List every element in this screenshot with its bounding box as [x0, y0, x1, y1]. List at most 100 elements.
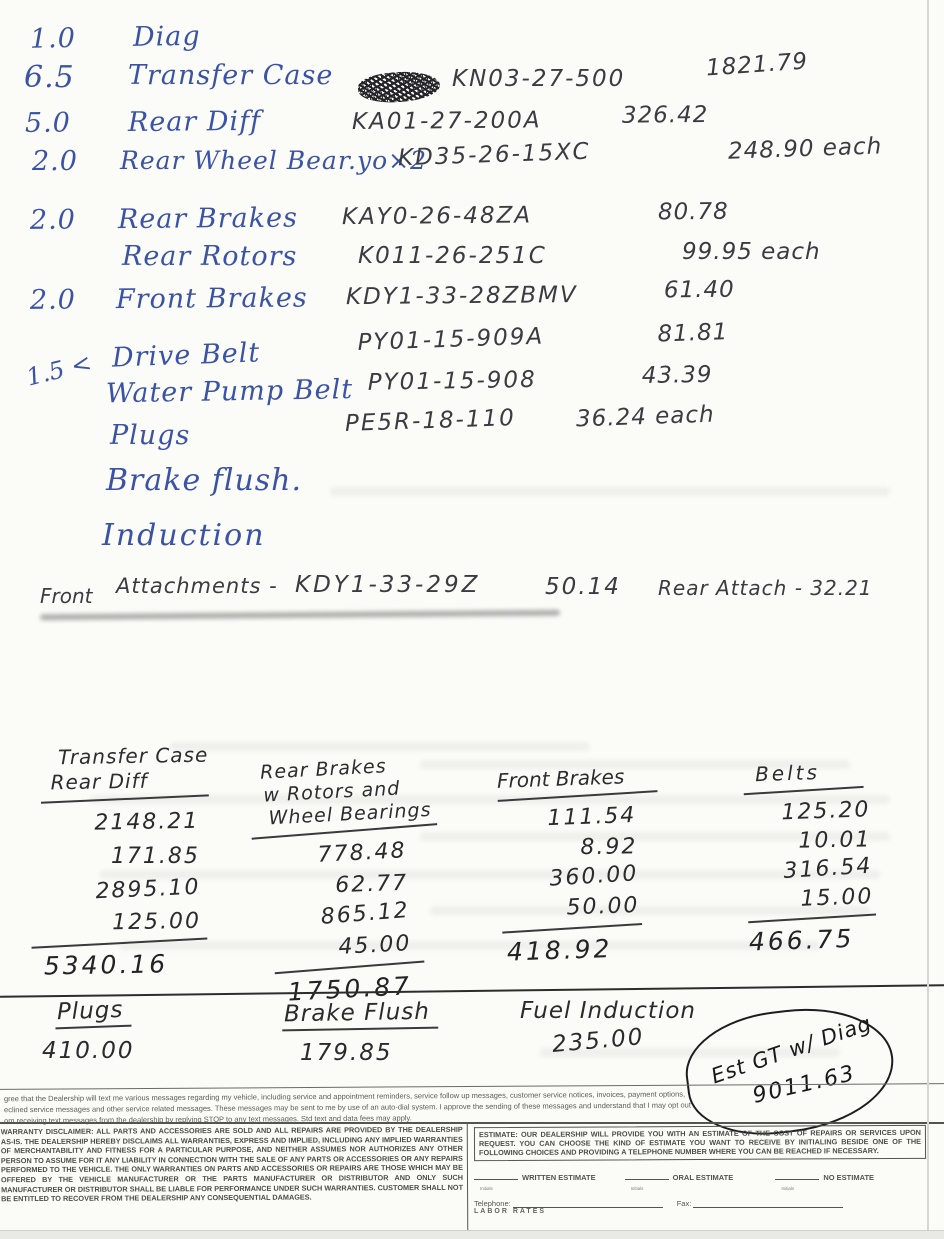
hours-value: 1.0: [29, 22, 77, 55]
brake-flush-total: 179.85: [300, 1040, 393, 1066]
bleed-through-artifact: [100, 870, 880, 879]
service-label: Plugs: [110, 420, 191, 451]
service-label: Front Brakes: [115, 282, 308, 316]
part-number: K011-26-251C: [358, 243, 547, 269]
contact-row: Telephone: Fax:: [474, 1199, 926, 1208]
summary-column-transfer-case: Transfer Case Rear Diff 2148.21 171.85 289…: [31, 742, 216, 981]
column-values: 111.54 8.92 360.00 50.00: [498, 801, 640, 926]
part-number: KA01-27-200A: [351, 107, 542, 136]
service-label: Rear Diff: [127, 105, 262, 139]
estimate-notice-text: ESTIMATE: OUR DEALERSHIP WILL PROVIDE YO…: [473, 1124, 927, 1161]
column-header-line: Transfer Case: [57, 742, 209, 770]
hours-value: 5.0: [24, 107, 72, 139]
attachments-prefix: Front: [40, 584, 93, 608]
worksheet-line: Plugs PE5R-18-110 36.24 each: [0, 402, 944, 454]
bleed-through-artifact: [420, 760, 850, 769]
scribbled-out-part: [357, 69, 441, 105]
service-label: Brake flush.: [106, 463, 303, 498]
part-number: PY01-15-909A: [357, 323, 545, 356]
oral-estimate-label: ORAL ESTIMATE: [672, 1172, 734, 1182]
attachments-price: 50.14: [545, 574, 621, 600]
price-value: 326.42: [621, 101, 709, 129]
amount-value: 2895.10: [94, 874, 201, 905]
service-label: Transfer Case: [128, 60, 334, 91]
initials-blank-line[interactable]: [775, 1172, 820, 1180]
worksheet-line: Brake flush.: [0, 463, 944, 509]
estimate-panel: ESTIMATE: OUR DEALERSHIP WILL PROVIDE YO…: [468, 1124, 930, 1232]
plugs-label: Plugs: [54, 996, 132, 1030]
scan-edge-artifact: [927, 0, 929, 1239]
price-value: 81.81: [657, 319, 729, 348]
oral-estimate-option[interactable]: ORAL ESTIMATE Initials: [624, 1167, 776, 1191]
worksheet-line: 2.0 Rear Wheel Bear.yo×2 KD35-26-15XC 24…: [0, 133, 944, 192]
initials-blank-line[interactable]: [624, 1172, 669, 1180]
price-value: 43.39: [641, 361, 713, 390]
column-total: 5340.16: [43, 949, 169, 981]
fax-blank-line[interactable]: [693, 1199, 844, 1208]
price-value: 99.95 each: [682, 239, 821, 265]
amount-value: 125.00: [111, 908, 202, 936]
amount-value: 2148.21: [94, 808, 200, 836]
column-values: 2148.21 171.85 2895.10 125.00: [41, 805, 201, 940]
bleed-through-artifact: [120, 941, 820, 950]
bleed-through-artifact: [170, 742, 590, 751]
bleed-through-artifact: [540, 1048, 840, 1057]
part-number: PE5R-18-110: [344, 405, 517, 437]
worksheet-line: 6.5 Transfer Case KN03-27-500 1821.79: [0, 48, 944, 106]
column-values: 778.48 62.77 865.12 45.00: [238, 835, 412, 968]
part-number: KD35-26-15XC: [397, 138, 592, 172]
written-estimate-label: WRITTEN ESTIMATE: [522, 1172, 596, 1182]
telephone-blank-line[interactable]: [512, 1199, 663, 1208]
initials-caption: Initials: [781, 1185, 795, 1191]
summary-column-rear-brakes: Rear Brakes w Rotors and Wheel Bearings …: [234, 753, 438, 1009]
column-total: 466.75: [748, 923, 855, 957]
price-value: 36.24 each: [575, 401, 716, 433]
hours-value: 2.0: [29, 284, 77, 316]
bleed-through-artifact: [330, 487, 890, 496]
initials-blank-line[interactable]: [474, 1172, 518, 1180]
warranty-disclaimer-text: WARRANTY DISCLAIMER: ALL PARTS AND ACCES…: [0, 1122, 469, 1234]
price-value: 80.78: [657, 198, 729, 226]
part-number: KN03-27-500: [452, 66, 626, 92]
handwritten-underline: [743, 785, 864, 796]
brake-flush-label: Brake Flush: [281, 998, 439, 1032]
summary-column-front-brakes: Front Brakes 111.54 8.92 360.00 50.00 418.9…: [496, 763, 664, 967]
scan-edge-artifact: [0, 1230, 944, 1239]
section-divider-line: [0, 984, 944, 998]
rear-attachments-note: Rear Attach - 32.21: [658, 576, 873, 600]
amount-value: 171.85: [110, 844, 200, 870]
written-estimate-option[interactable]: WRITTEN ESTIMATE Initials: [474, 1167, 625, 1191]
attachments-part-number: KDY1-33-29Z: [295, 572, 481, 598]
initials-caption: Initials: [480, 1185, 493, 1191]
plugs-total: 410.00: [42, 1038, 135, 1064]
amount-value: 111.54: [546, 803, 637, 832]
labor-rates-clipped-text: LABOR RATES: [474, 1207, 547, 1215]
part-number: PY01-15-908: [367, 366, 537, 396]
service-label: Water Pump Belt: [105, 374, 354, 410]
column-header-line: Front Brakes: [496, 764, 625, 793]
hours-value: 6.5: [24, 60, 75, 95]
service-label: Rear Brakes: [117, 202, 299, 236]
bleed-through-artifact: [420, 832, 890, 841]
part-number: KDY1-33-28ZBMV: [345, 282, 578, 311]
bleed-through-artifact: [90, 795, 890, 804]
price-value: 248.90 each: [727, 133, 883, 165]
column-values: 125.20 10.01 316.54 15.00: [744, 795, 874, 915]
bleed-through-artifact: [430, 906, 870, 915]
column-header-line: Rear Diff: [50, 768, 148, 795]
part-number: KAY0-26-48ZA: [341, 202, 533, 231]
text-consent-paragraph: gree that the Dealership will text me va…: [4, 1087, 940, 1127]
service-label: Rear Wheel Bear.yo×2: [120, 146, 427, 175]
hours-value: 2.0: [29, 204, 77, 236]
worksheet-line: Rear Rotors K011-26-251C 99.95 each: [0, 239, 944, 287]
worksheet-line: Induction: [0, 518, 944, 564]
initials-caption: Initials: [630, 1185, 644, 1191]
fax-label: Fax:: [676, 1198, 692, 1208]
no-estimate-label: NO ESTIMATE: [823, 1172, 875, 1182]
amount-value: 15.00: [800, 884, 874, 912]
service-label: Induction: [102, 518, 266, 553]
summary-column-belts: Belts 125.20 10.01 316.54 15.00 466.75: [743, 757, 900, 957]
fuel-induction-label: Fuel Induction: [520, 998, 696, 1024]
no-estimate-option[interactable]: NO ESTIMATE Initials: [775, 1167, 926, 1191]
